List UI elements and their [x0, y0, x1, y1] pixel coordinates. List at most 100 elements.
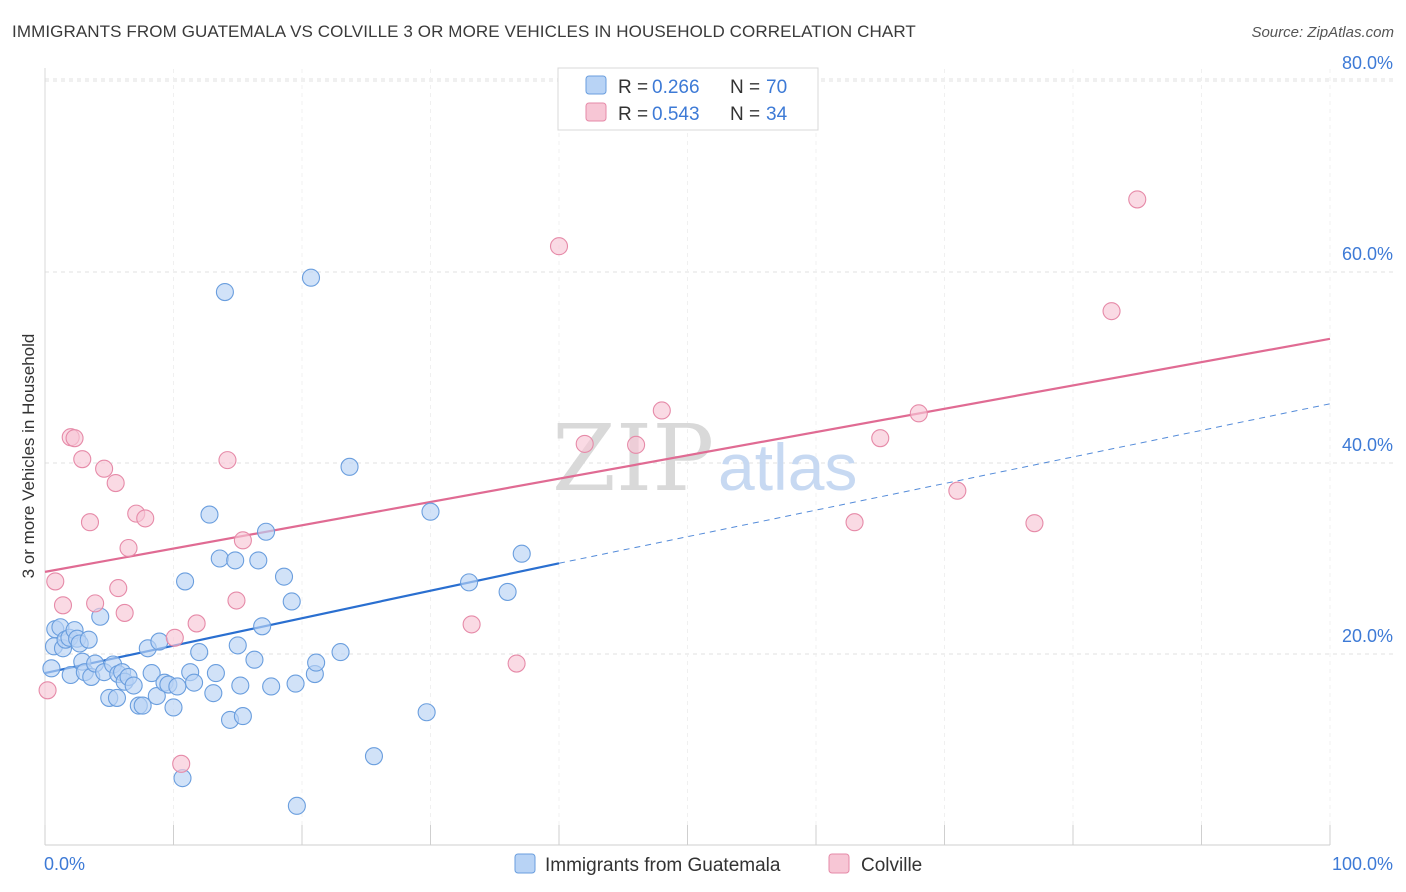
y-tick-label: 60.0%	[1342, 244, 1393, 264]
watermark-zip: ZIP	[552, 405, 714, 512]
point-guatemala	[210, 549, 229, 568]
bottom-legend-swatch-pink	[828, 853, 850, 874]
point-colville	[1025, 514, 1044, 533]
point-colville	[73, 450, 92, 469]
y-tick-label: 20.0%	[1342, 626, 1393, 646]
point-guatemala	[364, 747, 384, 766]
legend-n-value: 34	[766, 104, 788, 125]
legend-swatch-pink	[585, 102, 607, 122]
point-colville	[1128, 190, 1147, 209]
legend-n-label: N =	[730, 77, 760, 98]
point-guatemala	[233, 707, 252, 726]
grid-lines	[45, 69, 1393, 845]
x-tick-labels: 0.0% 100.0%	[44, 854, 1393, 874]
top-legend: R = 0.266 N = 70 R = 0.543 N = 34	[557, 67, 819, 131]
point-colville	[507, 654, 526, 673]
point-guatemala	[231, 676, 250, 695]
point-guatemala	[286, 674, 305, 693]
y-tick-labels: 20.0% 40.0% 60.0% 80.0%	[1342, 53, 1393, 646]
point-colville	[38, 681, 57, 700]
point-colville	[233, 531, 252, 550]
point-colville	[627, 435, 646, 454]
legend-r-value: 0.266	[652, 77, 700, 98]
x-tick-label: 100.0%	[1332, 854, 1393, 874]
point-guatemala	[253, 617, 272, 636]
point-colville	[218, 451, 237, 470]
point-colville	[46, 572, 65, 591]
point-colville	[165, 628, 184, 647]
point-guatemala	[340, 457, 359, 476]
point-colville	[845, 513, 864, 532]
point-guatemala	[256, 522, 276, 541]
y-tick-label: 40.0%	[1342, 435, 1393, 455]
point-guatemala	[498, 582, 517, 601]
point-guatemala	[215, 283, 234, 302]
point-guatemala	[421, 502, 440, 521]
point-guatemala	[228, 636, 247, 655]
chart-source: Source: ZipAtlas.com	[1251, 24, 1394, 41]
point-guatemala	[176, 572, 195, 591]
chart-title: IMMIGRANTS FROM GUATEMALA VS COLVILLE 3 …	[12, 22, 916, 41]
point-colville	[575, 434, 594, 453]
point-colville	[227, 591, 246, 610]
watermark: ZIP atlas	[552, 405, 857, 512]
y-tick-label: 80.0%	[1342, 53, 1393, 73]
x-tick-label: 0.0%	[44, 854, 85, 874]
point-guatemala	[331, 643, 350, 662]
point-colville	[187, 614, 206, 633]
point-colville	[136, 509, 155, 528]
point-guatemala	[79, 630, 98, 649]
point-colville	[86, 594, 105, 613]
point-guatemala	[226, 551, 245, 570]
point-colville	[462, 615, 481, 634]
point-guatemala	[282, 592, 301, 611]
point-guatemala	[107, 688, 127, 707]
point-guatemala	[245, 650, 264, 669]
point-guatemala	[190, 643, 209, 662]
point-guatemala	[204, 684, 223, 703]
point-guatemala	[164, 698, 183, 717]
point-guatemala	[206, 664, 225, 683]
point-guatemala	[168, 677, 187, 696]
point-colville	[652, 401, 671, 420]
bottom-legend-label: Immigrants from Guatemala	[545, 855, 781, 876]
point-colville	[106, 474, 125, 493]
bottom-legend: Immigrants from Guatemala Colville	[514, 853, 922, 876]
legend-n-label: N =	[730, 104, 760, 125]
point-guatemala	[42, 659, 61, 678]
point-guatemala	[301, 268, 321, 287]
point-colville	[65, 429, 84, 448]
point-guatemala	[200, 505, 219, 524]
bottom-legend-swatch-blue	[514, 853, 536, 874]
point-guatemala	[142, 664, 161, 683]
point-guatemala	[185, 673, 204, 692]
legend-n-value: 70	[766, 77, 787, 98]
y-axis-title: 3 or more Vehicles in Household	[19, 334, 38, 579]
point-colville	[172, 754, 191, 773]
point-colville	[109, 579, 128, 598]
data-points	[38, 190, 1147, 815]
legend-r-value: 0.543	[652, 104, 700, 125]
point-guatemala	[262, 677, 281, 696]
point-guatemala	[307, 653, 326, 672]
point-colville	[95, 459, 114, 478]
legend-r-label: R =	[618, 104, 648, 125]
axes	[44, 68, 1331, 846]
legend-r-label: R =	[618, 77, 648, 98]
point-colville	[80, 513, 100, 532]
point-colville	[115, 603, 134, 622]
point-guatemala	[274, 567, 294, 586]
point-guatemala	[512, 544, 531, 563]
point-colville	[948, 481, 967, 500]
point-guatemala	[287, 796, 306, 815]
legend-swatch-blue	[585, 75, 607, 95]
bottom-legend-label: Colville	[861, 855, 922, 876]
point-colville	[53, 596, 73, 615]
point-guatemala	[124, 676, 143, 695]
point-guatemala	[133, 696, 152, 715]
point-colville	[871, 429, 890, 448]
point-colville	[909, 404, 928, 423]
watermark-atlas: atlas	[718, 430, 857, 504]
point-guatemala	[150, 632, 169, 651]
